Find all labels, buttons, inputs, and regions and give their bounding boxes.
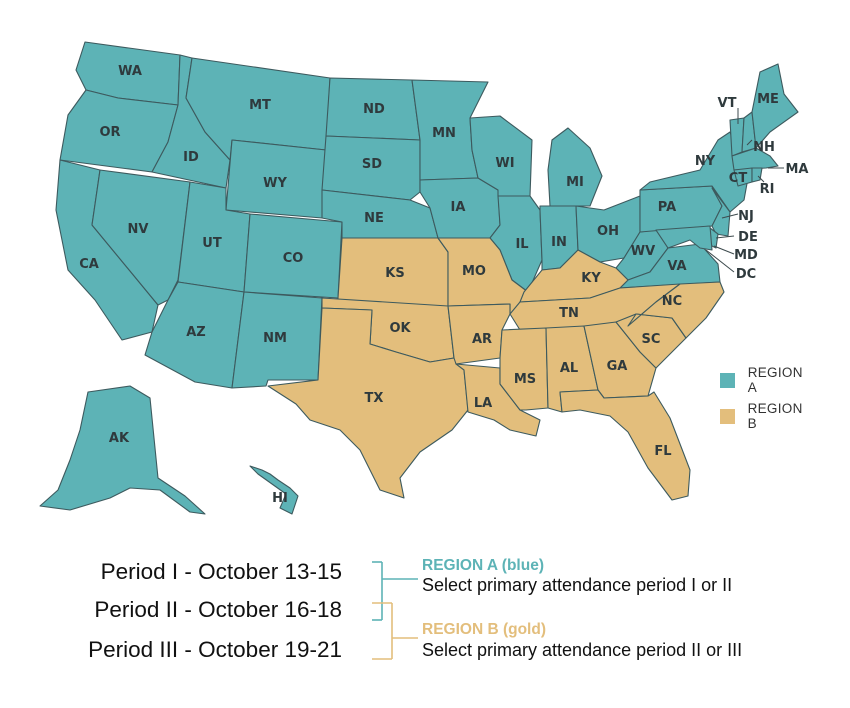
label-al: AL	[560, 361, 578, 376]
label-wv: WV	[631, 244, 655, 259]
label-nd: ND	[363, 102, 385, 117]
label-dc: DC	[736, 267, 756, 282]
label-oh: OH	[597, 224, 619, 239]
state-pa[interactable]	[639, 185, 723, 233]
label-in: IN	[551, 235, 567, 250]
state-nc[interactable]	[627, 281, 725, 339]
label-ks: KS	[385, 266, 404, 281]
period-brackets	[372, 561, 418, 660]
label-sc: SC	[642, 332, 661, 347]
state-labels: WA OR CA ID NV MT WY UT AZ CO NM ND SD N…	[79, 64, 808, 506]
label-fl: FL	[654, 444, 671, 459]
label-ny: NY	[695, 154, 716, 169]
period-3: Period III - October 19-21	[88, 637, 342, 662]
label-wi: WI	[495, 156, 514, 171]
region-a-description: Select primary attendance period I or II	[422, 575, 733, 595]
state-me[interactable]	[751, 63, 799, 149]
state-ny[interactable]	[639, 131, 749, 213]
label-nj: NJ	[738, 209, 754, 224]
label-ak: AK	[109, 431, 130, 446]
label-va: VA	[667, 259, 686, 274]
label-wa: WA	[118, 64, 142, 79]
region-a-title: REGION A (blue)	[422, 557, 544, 574]
label-ms: MS	[514, 372, 536, 387]
state-md[interactable]	[655, 225, 713, 251]
us-map: WA OR CA ID NV MT WY UT AZ CO NM ND SD N…	[39, 41, 809, 515]
label-la: LA	[474, 396, 492, 411]
label-nh: NH	[753, 140, 775, 155]
label-vt: VT	[718, 96, 737, 111]
label-ct: CT	[729, 171, 748, 186]
region-b-title: REGION B (gold)	[422, 621, 546, 638]
label-az: AZ	[186, 325, 206, 340]
map-legend: REGION A REGION B	[702, 348, 814, 431]
label-ne: NE	[364, 211, 384, 226]
label-md: MD	[734, 248, 758, 263]
period-2: Period II - October 16-18	[94, 597, 342, 622]
label-me: ME	[757, 92, 779, 107]
label-mi: MI	[566, 175, 584, 190]
region-a-bracket	[372, 561, 418, 621]
label-mt: MT	[249, 98, 271, 113]
label-sd: SD	[362, 157, 382, 172]
label-id: ID	[183, 150, 199, 165]
label-tn: TN	[559, 306, 579, 321]
region-b-description: Select primary attendance period II or I…	[422, 640, 743, 660]
label-mo: MO	[462, 264, 486, 279]
state-ak[interactable]	[39, 385, 206, 515]
label-ca: CA	[79, 257, 99, 272]
state-sd[interactable]	[321, 135, 421, 201]
region-b-swatch	[720, 408, 735, 424]
period-1: Period I - October 13-15	[100, 559, 342, 584]
label-ia: IA	[451, 200, 466, 215]
label-nv: NV	[128, 222, 149, 237]
label-tx: TX	[365, 391, 384, 406]
label-ar: AR	[472, 332, 492, 347]
label-mn: MN	[432, 126, 456, 141]
label-pa: PA	[658, 200, 676, 215]
state-ky[interactable]	[519, 249, 629, 303]
state-tx[interactable]	[267, 307, 469, 499]
region-a-states	[39, 41, 799, 515]
label-nm: NM	[263, 331, 287, 346]
label-ok: OK	[389, 321, 411, 336]
label-ri: RI	[760, 182, 775, 197]
label-co: CO	[283, 251, 304, 266]
leader-lines	[705, 108, 784, 273]
state-fl[interactable]	[559, 389, 691, 501]
label-nc: NC	[662, 294, 682, 309]
label-wy: WY	[263, 176, 287, 191]
label-ga: GA	[607, 359, 628, 374]
region-b-states	[267, 237, 725, 501]
region-a-swatch	[720, 372, 735, 388]
label-il: IL	[515, 237, 528, 252]
state-ri[interactable]	[751, 167, 763, 183]
state-mi[interactable]	[547, 127, 603, 207]
label-ut: UT	[202, 236, 222, 251]
legend-label-region-a: REGION A	[747, 365, 803, 395]
label-ma: MA	[786, 162, 809, 177]
legend-item-region-b: REGION B	[720, 401, 814, 431]
label-hi: HI	[272, 491, 288, 506]
legend-label-region-b: REGION B	[747, 401, 803, 431]
legend-item-region-a: REGION A	[720, 365, 814, 395]
label-or: OR	[99, 125, 120, 140]
region-b-bracket	[372, 602, 418, 660]
label-de: DE	[738, 230, 758, 245]
state-hi[interactable]	[249, 465, 299, 515]
label-ky: KY	[581, 271, 601, 286]
